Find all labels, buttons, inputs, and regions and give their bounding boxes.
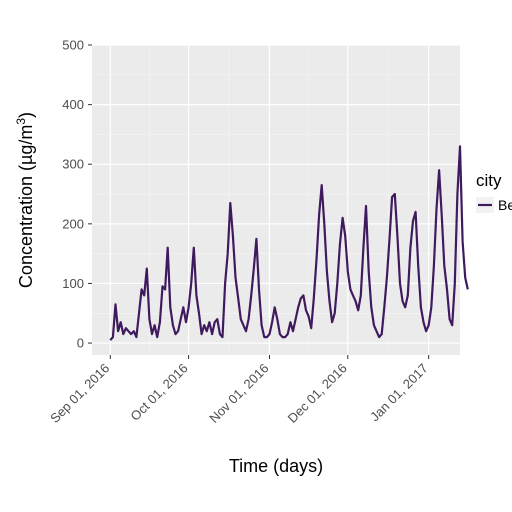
series-line-Be <box>109 145 469 341</box>
x-tick-label: Sep 01, 2016 <box>47 361 112 426</box>
plot-panel <box>92 45 460 355</box>
x-tick-label: Dec 01, 2016 <box>285 361 350 426</box>
x-tick-label: Oct 01, 2016 <box>127 361 190 424</box>
y-tick-label: 300 <box>62 157 84 172</box>
y-tick-label: 0 <box>77 336 84 351</box>
y-tick-label: 200 <box>62 216 84 231</box>
x-axis-title: Time (days) <box>229 456 323 476</box>
y-tick-label: 100 <box>62 276 84 291</box>
y-tick-label: 400 <box>62 97 84 112</box>
x-tick-label: Nov 01, 2016 <box>206 361 271 426</box>
legend-label-Be: Be <box>498 197 512 213</box>
x-tick-label: Jan 01, 2017 <box>367 361 431 425</box>
y-tick-label: 500 <box>62 38 84 53</box>
legend-title: city <box>476 171 502 190</box>
y-axis-title: Concentration (µg/m3) <box>14 112 36 288</box>
